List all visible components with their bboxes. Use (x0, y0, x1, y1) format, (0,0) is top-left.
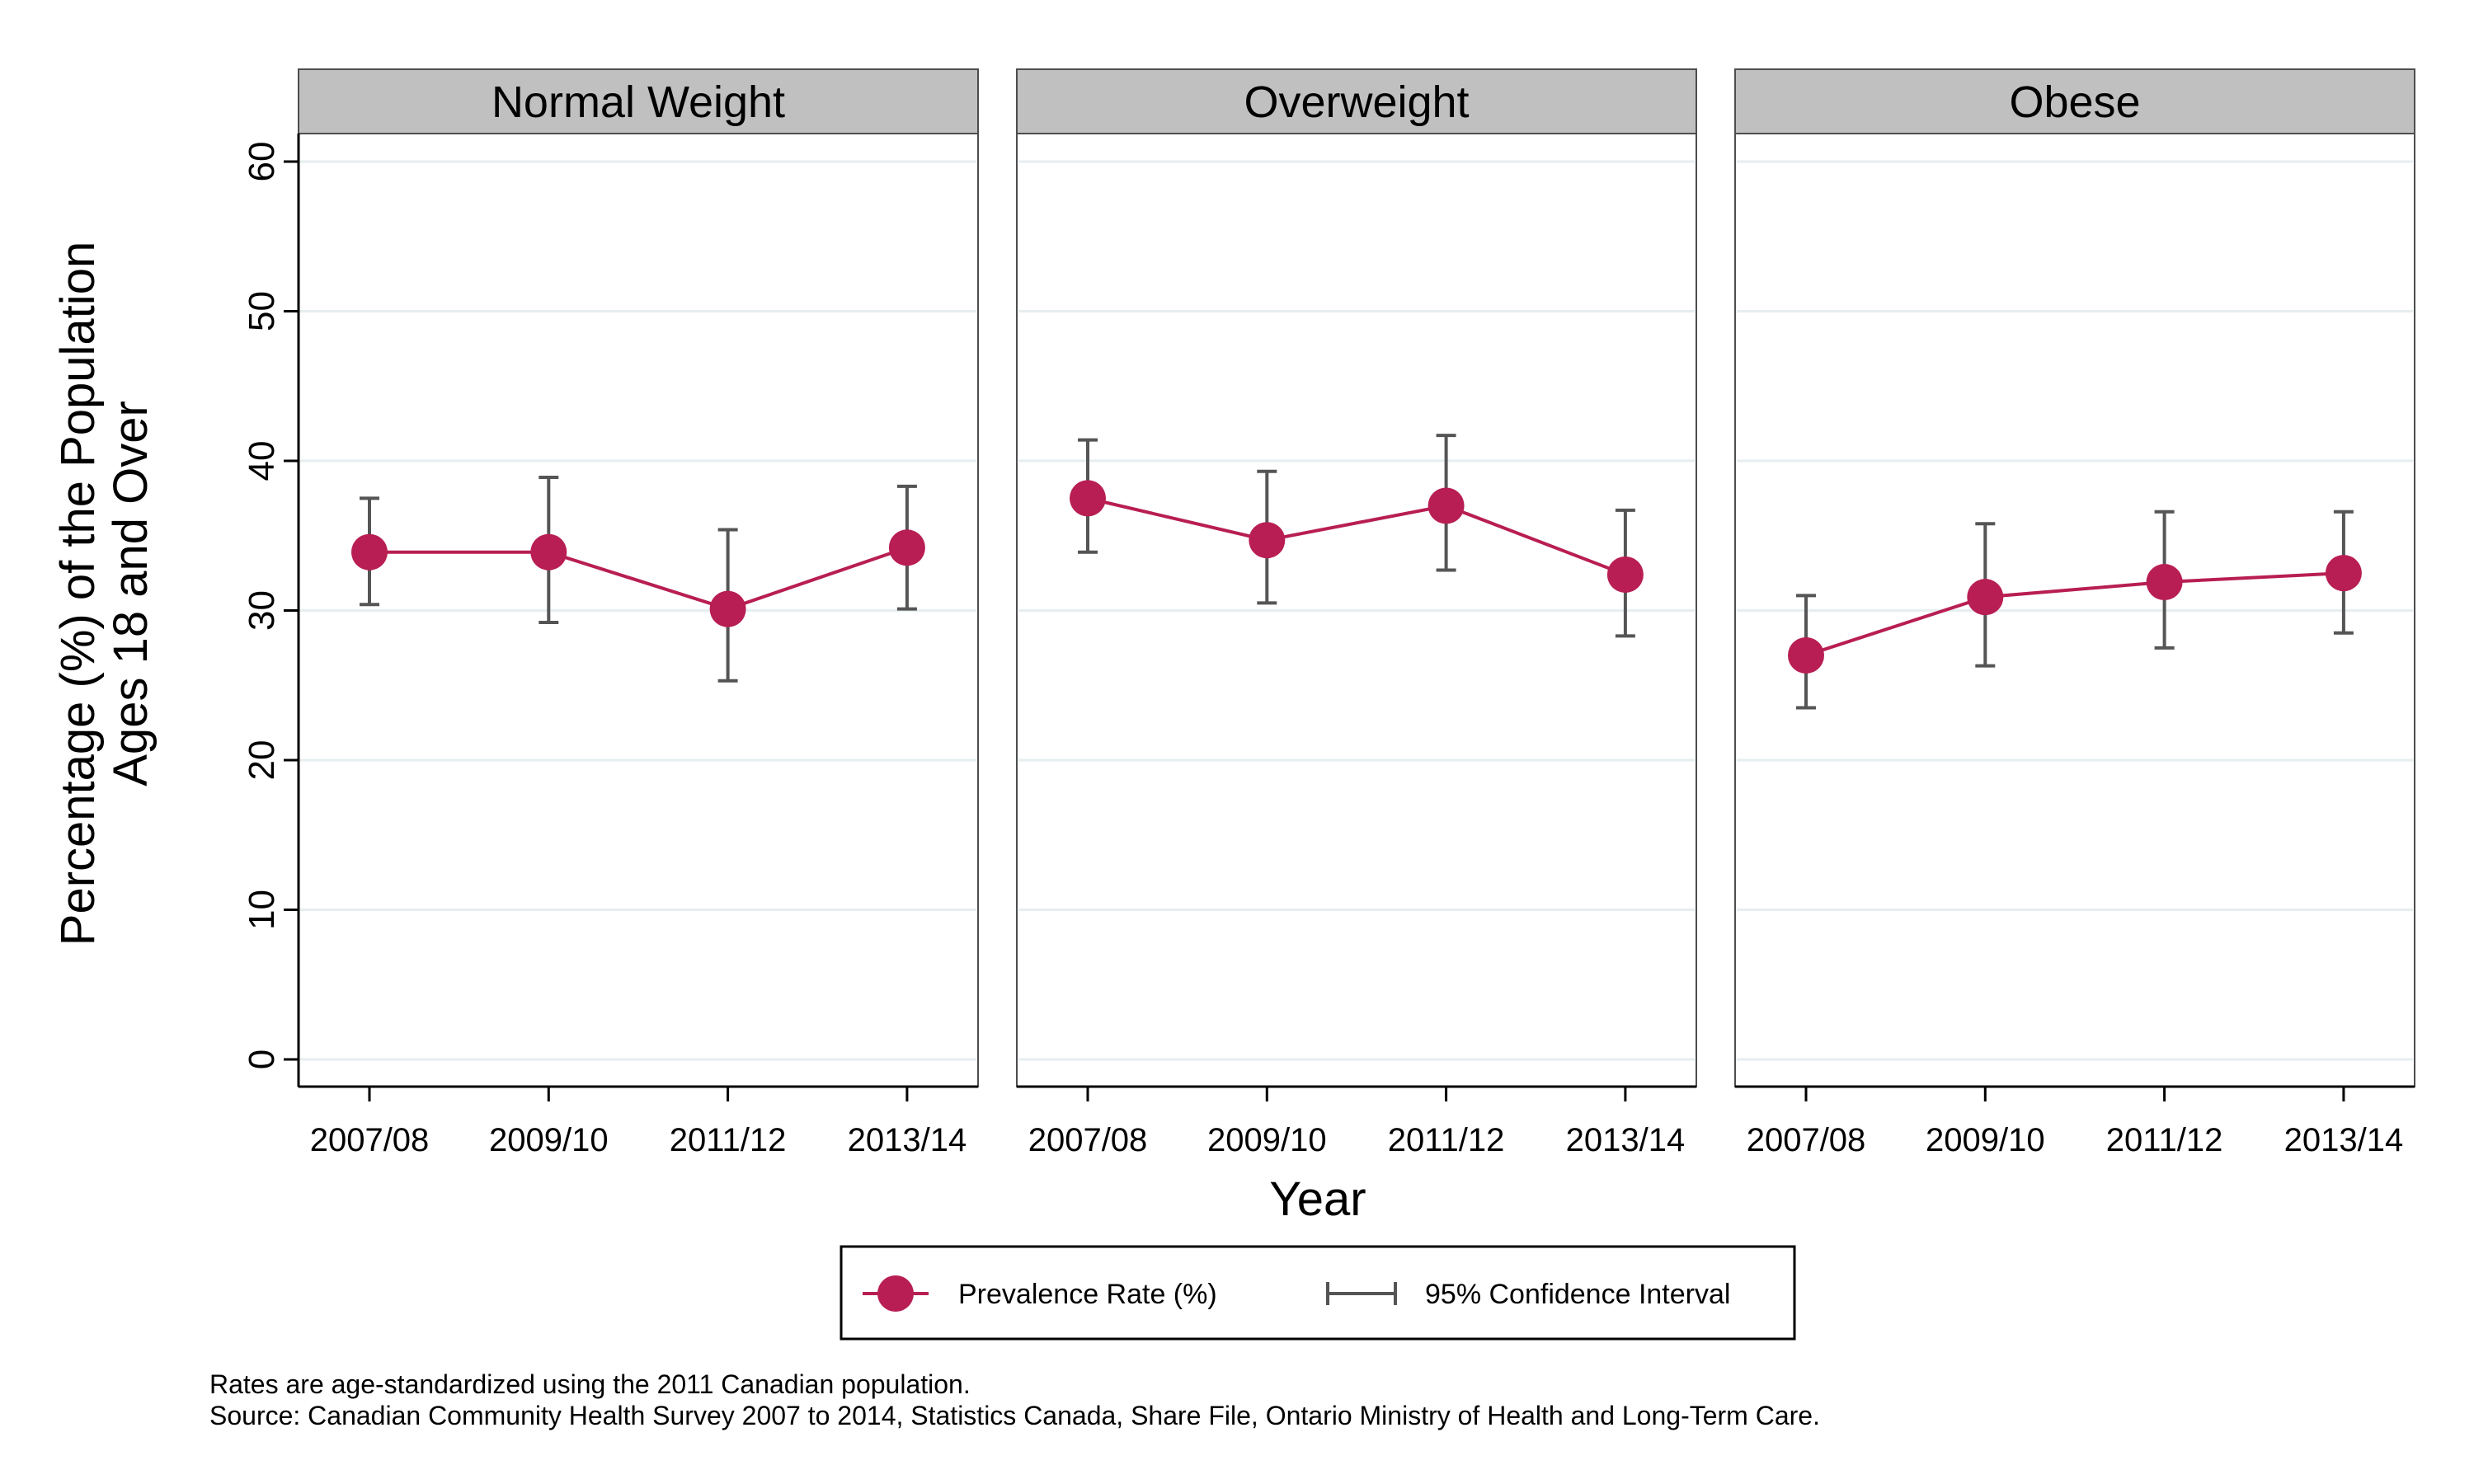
x-tick-label: 2013/14 (1566, 1122, 1686, 1158)
x-tick-label: 2013/14 (848, 1122, 967, 1158)
panel-strip-overweight (1016, 68, 1697, 134)
y-axis-title: Percentage (%) of the Population Ages 18… (51, 242, 158, 946)
data-point-obese-2 (2146, 564, 2183, 601)
data-point-normal-weight-0 (351, 533, 388, 571)
y-axis-title-line1: Percentage (%) of the Population (51, 242, 105, 946)
x-axis-title: Year (1269, 1172, 1366, 1226)
x-tick-label: 2009/10 (1926, 1122, 2045, 1158)
panel-overweight: Overweight 2007/08 2009/10 2011/12 2013/14 (1016, 68, 1697, 1158)
panel-title-obese: Obese (2009, 77, 2140, 127)
legend: Prevalence Rate (%) 95% Confidence Inter… (840, 1245, 1796, 1341)
y-tick-label: 50 (242, 291, 282, 331)
data-point-overweight-2 (1427, 487, 1465, 524)
x-tick-label: 2009/10 (1207, 1122, 1327, 1158)
series-line-overweight (1087, 496, 1626, 576)
footnote-standardization: Rates are age-standardized using the 201… (209, 1369, 971, 1399)
y-axis-title-line2: Ages 18 and Over (104, 401, 158, 787)
x-tick-label: 2007/08 (1028, 1122, 1148, 1158)
legend-box (840, 1245, 1796, 1341)
y-tick-label: 30 (242, 590, 282, 631)
x-tick-label: 2007/08 (310, 1122, 430, 1158)
data-point-overweight-3 (1606, 556, 1644, 593)
x-tick-label: 2007/08 (1747, 1122, 1866, 1158)
data-point-overweight-0 (1070, 480, 1106, 517)
y-tick-label: 40 (242, 441, 282, 481)
footnote-source: Source: Canadian Community Health Survey… (209, 1401, 1820, 1430)
data-point-overweight-1 (1249, 522, 1286, 559)
x-tick-label: 2011/12 (1388, 1122, 1505, 1158)
y-tick-label: 0 (242, 1050, 282, 1069)
y-tick-label: 20 (242, 740, 282, 781)
panel-title-overweight: Overweight (1244, 77, 1469, 127)
legend-ci-label: 95% Confidence Interval (1425, 1279, 1730, 1310)
data-point-normal-weight-1 (530, 533, 567, 571)
data-point-obese-0 (1788, 636, 1824, 674)
x-tick-label: 2011/12 (2106, 1122, 2223, 1158)
panel-title-normal-weight: Normal Weight (492, 77, 785, 127)
series-line-obese (1805, 571, 2345, 657)
panel-strip-normal-weight (298, 68, 979, 134)
data-point-obese-1 (1967, 579, 2004, 616)
y-tick-label: 60 (242, 142, 282, 182)
panel-obese: Obese 2007/08 2009/10 2011/12 2013/14 (1734, 68, 2415, 1158)
x-tick-label: 2011/12 (670, 1122, 787, 1158)
panels-layer: Normal Weight 2007/08 2009/10 2011/12 2013/1… (242, 68, 2415, 1158)
data-point-obese-3 (2325, 555, 2362, 592)
data-point-normal-weight-3 (888, 529, 925, 566)
y-tick-label: 10 (242, 890, 282, 930)
panel-strip-obese (1734, 68, 2415, 134)
legend-point-marker (877, 1275, 914, 1312)
x-tick-label: 2013/14 (2284, 1122, 2404, 1158)
x-tick-label: 2009/10 (489, 1122, 609, 1158)
data-point-normal-weight-2 (709, 590, 746, 627)
panel-normal-weight: Normal Weight 2007/08 2009/10 2011/12 2013/1… (242, 68, 979, 1158)
legend-point-label: Prevalence Rate (%) (958, 1279, 1217, 1310)
series-line-normal-weight (369, 546, 908, 611)
